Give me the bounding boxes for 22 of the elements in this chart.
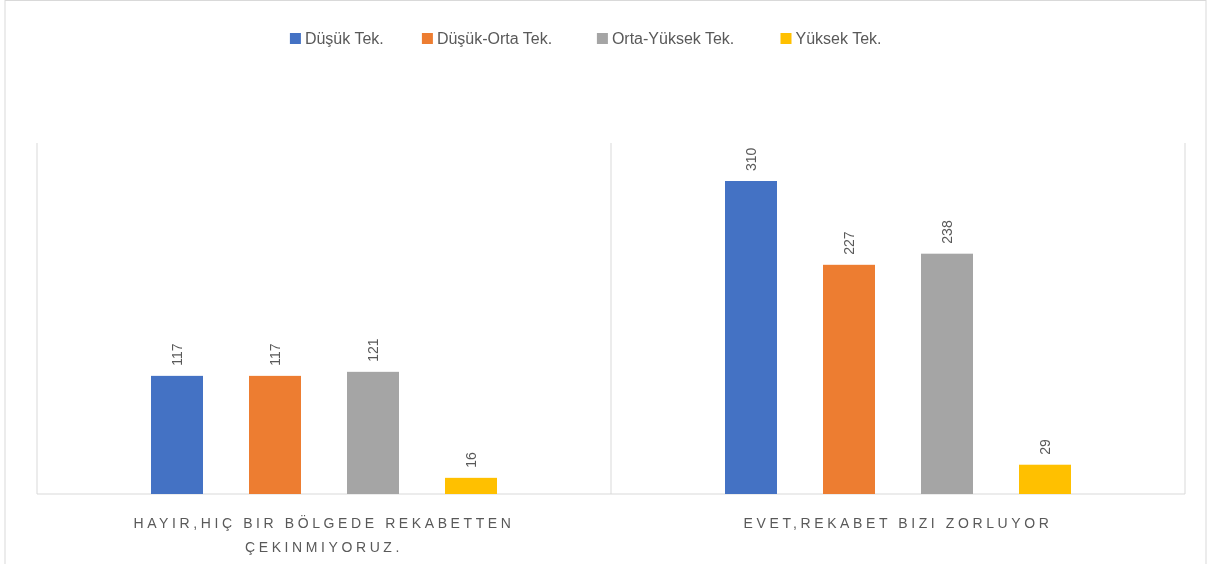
- data-label: 238: [939, 220, 955, 244]
- data-label: 117: [267, 343, 283, 366]
- legend-label: Yüksek Tek.: [795, 30, 882, 47]
- legend-label: Düşük Tek.: [304, 30, 384, 47]
- data-label: 121: [365, 338, 381, 362]
- bar: [1019, 464, 1071, 494]
- legend-label: Orta-Yüksek Tek.: [611, 30, 735, 47]
- legend-label: Düşük-Orta Tek.: [436, 30, 553, 47]
- data-label: 310: [743, 147, 759, 171]
- bar: [921, 253, 973, 494]
- data-label: 227: [841, 231, 857, 255]
- x-tick-label: EVET,REKABET BIZI ZORLUYOR: [743, 515, 1053, 531]
- bar: [249, 375, 301, 494]
- bar: [445, 477, 497, 494]
- data-label: 117: [169, 343, 185, 366]
- bar: [725, 181, 777, 494]
- data-label: 16: [463, 452, 479, 468]
- data-label: 29: [1037, 438, 1053, 455]
- bar: [347, 371, 399, 494]
- x-tick-label: HAYIR,HIÇ BIR BÖLGEDE REKABETTEN ÇEKINMIYORUZ.: [133, 514, 515, 555]
- bar: [151, 375, 203, 494]
- bar: [823, 264, 875, 494]
